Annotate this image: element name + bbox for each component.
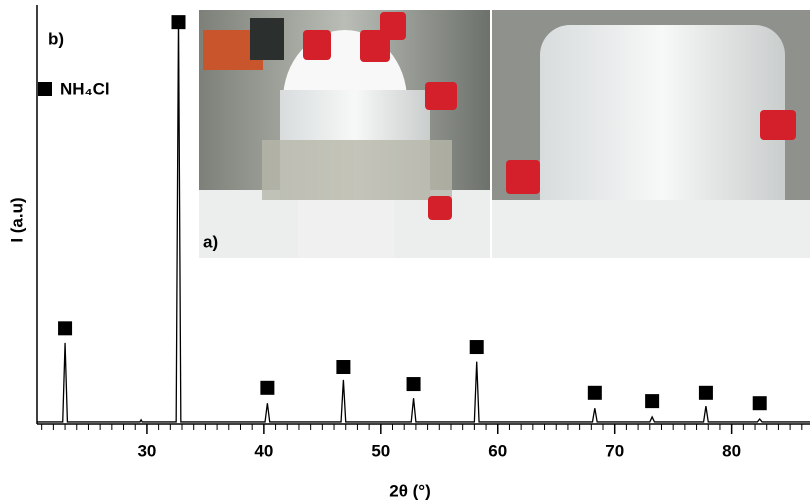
x-tick-label: 50 xyxy=(371,441,390,460)
peak-marker xyxy=(58,321,73,336)
peak-marker xyxy=(698,385,713,400)
x-tick-label: 80 xyxy=(722,441,741,460)
peak-marker xyxy=(171,15,186,30)
peak-marker xyxy=(645,394,660,409)
peak-marker xyxy=(406,377,421,392)
x-axis-label: 2θ (°) xyxy=(389,481,431,500)
peak-marker xyxy=(587,385,602,400)
peak-marker xyxy=(752,396,767,411)
inset-photo xyxy=(199,10,810,258)
x-tick-label: 40 xyxy=(254,441,273,460)
peak-marker xyxy=(336,360,351,375)
peak-marker xyxy=(260,380,275,395)
x-tick-label: 70 xyxy=(605,441,624,460)
x-tick-label: 60 xyxy=(488,441,507,460)
inset-label: a) xyxy=(203,232,218,251)
xrd-line xyxy=(37,16,810,423)
x-tick-label: 30 xyxy=(137,441,156,460)
legend-label: NH₄Cl xyxy=(60,79,110,98)
y-axis-label: I (a.u) xyxy=(7,197,26,242)
panel-label: b) xyxy=(48,29,64,48)
peak-marker xyxy=(469,340,484,355)
legend-marker xyxy=(38,82,52,96)
